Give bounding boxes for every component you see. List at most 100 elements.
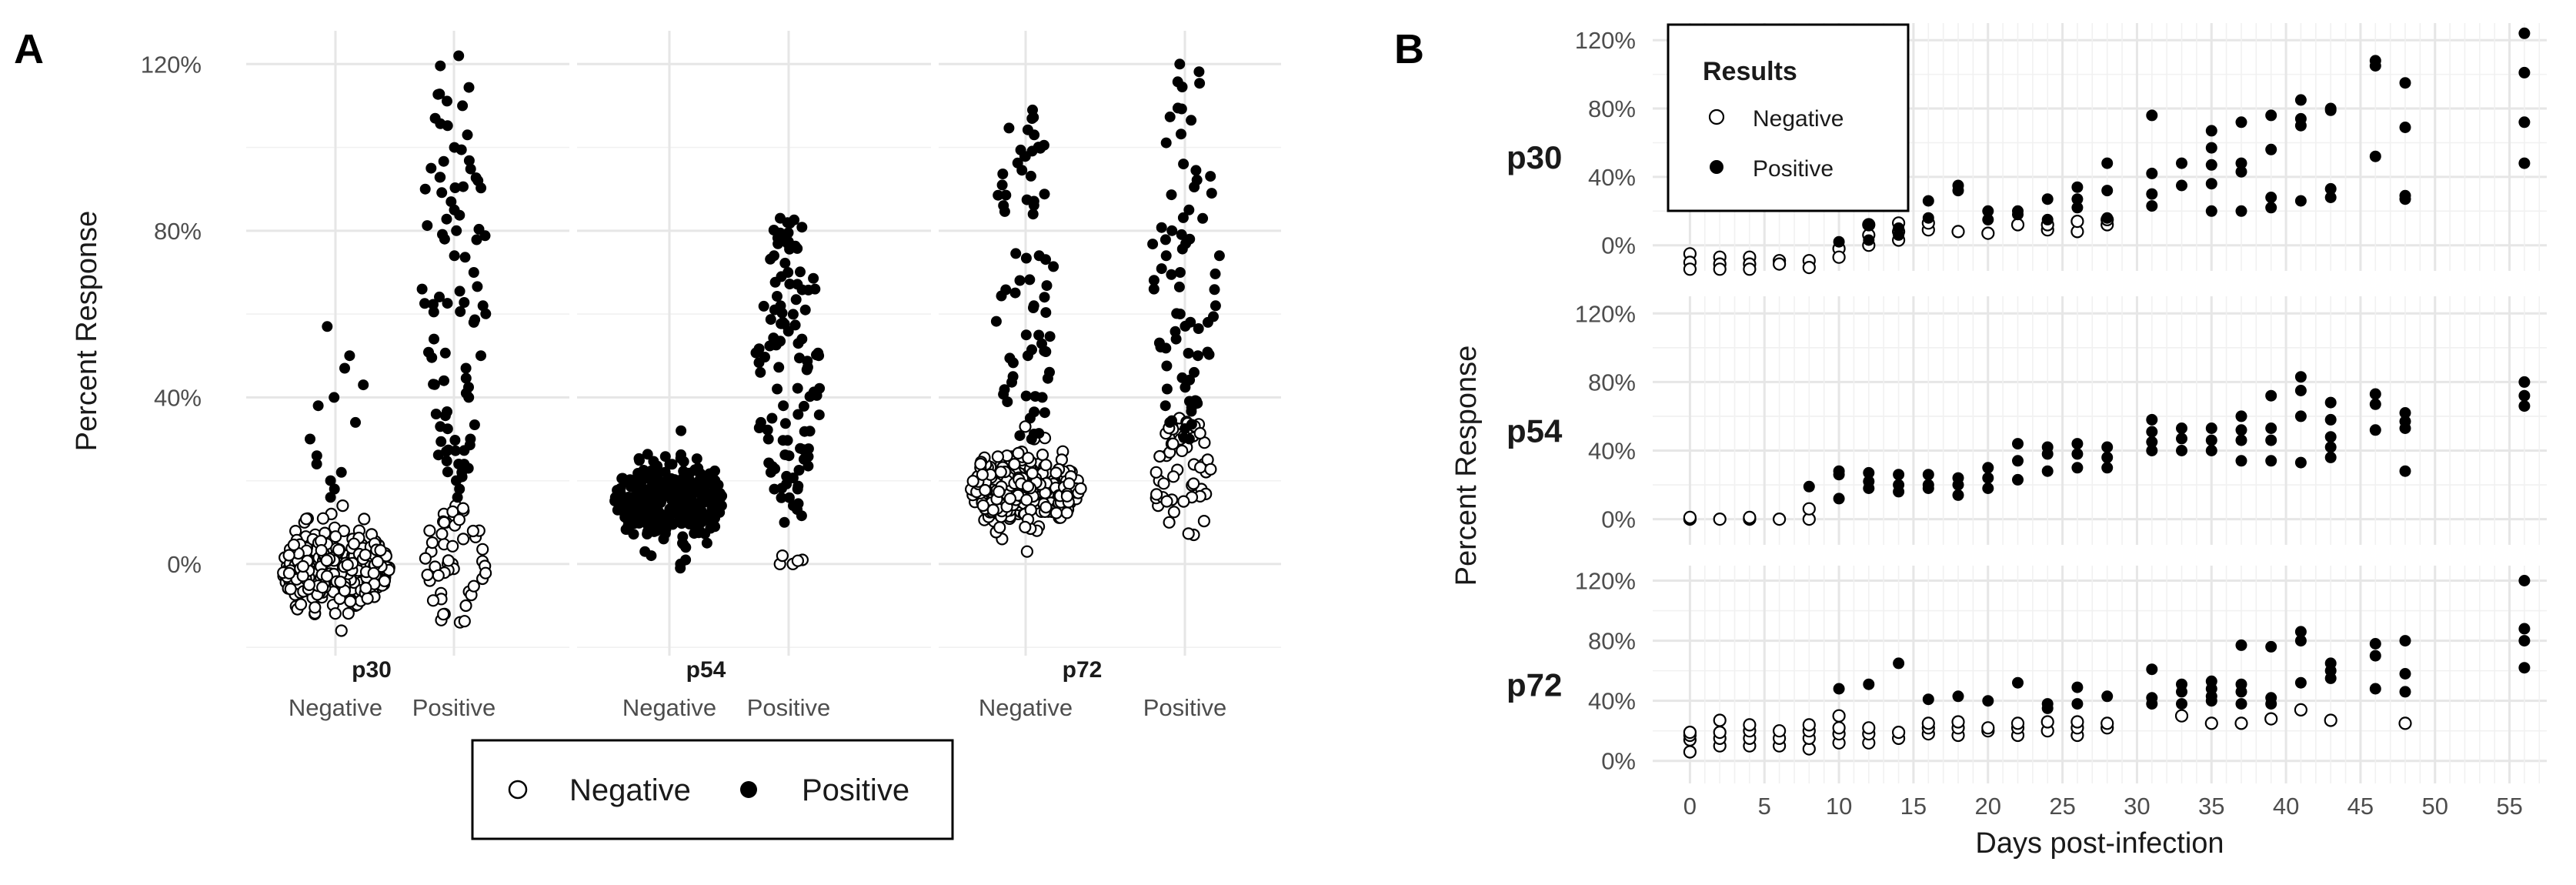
point-negative: [358, 513, 371, 526]
x-tick-label: 50: [2422, 793, 2448, 820]
point-positive: [1014, 275, 1026, 286]
point-positive: [1156, 263, 1167, 275]
point-negative: [1039, 500, 1053, 514]
y-tick-label: 80%: [1588, 95, 1636, 122]
point-negative: [2204, 716, 2218, 730]
point-positive: [1166, 225, 1178, 236]
point-positive: [2146, 167, 2158, 179]
point-positive: [793, 465, 805, 476]
point-negative: [2234, 716, 2248, 730]
point-positive: [1982, 695, 1994, 707]
point-positive: [676, 425, 687, 436]
point-positive: [454, 286, 465, 297]
facet-p30: p30 Negative Positive: [246, 31, 569, 721]
point-positive: [1178, 432, 1190, 443]
point-positive: [1025, 170, 1036, 182]
point-positive: [445, 196, 457, 208]
point-positive: [1208, 311, 1219, 322]
point-positive: [808, 272, 819, 284]
point-positive: [784, 279, 796, 290]
point-positive: [463, 382, 474, 393]
point-positive: [453, 50, 465, 62]
point-positive: [2235, 424, 2247, 436]
point-positive: [772, 383, 783, 395]
point-negative: [294, 598, 308, 611]
point-positive: [459, 252, 471, 263]
point-positive: [1041, 280, 1053, 292]
point-positive: [1982, 483, 1994, 494]
point-negative: [421, 568, 434, 582]
point-positive: [1166, 269, 1177, 280]
point-positive: [699, 528, 711, 539]
point-positive: [435, 172, 446, 183]
point-negative: [976, 499, 989, 513]
point-positive: [471, 234, 482, 245]
point-positive: [2146, 426, 2158, 438]
point-positive: [2324, 182, 2337, 195]
point-positive: [1176, 82, 1188, 92]
point-positive: [776, 492, 787, 503]
point-positive: [706, 515, 718, 526]
point-positive: [2071, 462, 2084, 474]
point-positive: [799, 426, 810, 437]
y-tick-label: 80%: [1588, 628, 1636, 655]
point-positive: [438, 155, 449, 167]
point-positive: [1178, 159, 1190, 170]
point-positive: [776, 271, 787, 282]
point-positive: [458, 181, 469, 192]
point-positive: [667, 519, 679, 530]
point-positive: [1156, 222, 1167, 233]
point-positive: [439, 375, 449, 386]
point-positive: [2369, 424, 2381, 436]
point-negative: [1802, 718, 1816, 732]
row-p54: 0% 40% 80% 120% p54: [1507, 296, 2547, 545]
point-positive: [2235, 205, 2247, 217]
point-positive: [2294, 676, 2307, 689]
point-positive: [2101, 451, 2114, 463]
point-positive: [789, 319, 801, 331]
point-negative: [1021, 479, 1035, 493]
point-positive: [460, 372, 472, 384]
point-positive: [2235, 116, 2247, 129]
panel-label-a: A: [14, 26, 44, 72]
point-positive: [473, 223, 485, 235]
point-positive: [463, 155, 475, 166]
point-negative: [776, 549, 789, 563]
y-tick-label: 120%: [1575, 27, 1636, 54]
point-positive: [1048, 261, 1059, 272]
point-negative: [1008, 458, 1021, 471]
x-tick-label: Positive: [412, 694, 496, 721]
y-tick-label: 80%: [1588, 369, 1636, 396]
point-positive: [439, 347, 451, 359]
point-negative: [2398, 716, 2412, 730]
point-positive: [796, 222, 808, 233]
point-positive: [350, 416, 361, 428]
point-positive: [457, 100, 469, 112]
point-positive: [2369, 150, 2381, 162]
point-positive: [2101, 690, 2114, 703]
point-positive: [657, 515, 669, 526]
point-positive: [2324, 451, 2337, 463]
point-positive: [1040, 254, 1051, 266]
point-negative: [2174, 709, 2189, 723]
point-negative: [329, 607, 342, 620]
point-positive: [1028, 195, 1039, 207]
point-positive: [2176, 179, 2187, 192]
point-positive: [782, 227, 794, 239]
point-negative: [432, 569, 445, 582]
y-tick-label: 0%: [1601, 232, 1636, 259]
point-negative: [1743, 718, 1757, 732]
point-positive: [311, 459, 322, 469]
point-positive: [435, 60, 446, 72]
point-positive: [1863, 466, 1875, 479]
point-negative: [1802, 261, 1816, 275]
facet-p54: p54 Negative Positive: [577, 31, 931, 721]
point-negative: [299, 513, 313, 526]
y-tick-label: 120%: [1575, 568, 1636, 595]
point-positive: [801, 364, 813, 376]
y-tick-label: 40%: [1588, 688, 1636, 715]
point-positive: [766, 412, 778, 424]
point-positive: [1210, 300, 1221, 312]
point-positive: [779, 257, 791, 269]
point-negative: [1022, 452, 1035, 465]
